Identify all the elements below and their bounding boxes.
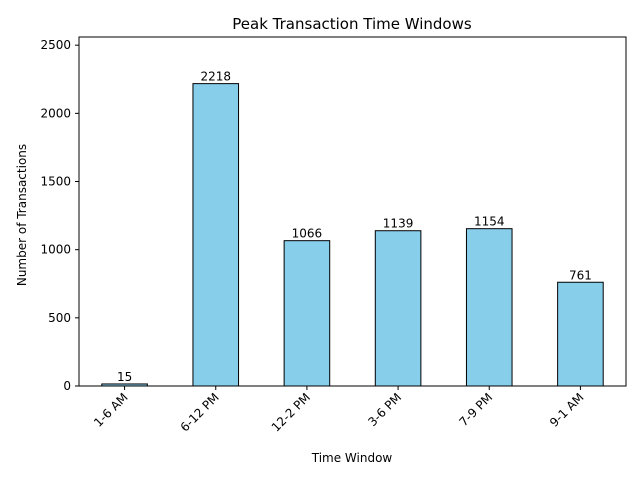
data-labels-group: 15 2218 1066 1139 1154 761 bbox=[117, 70, 592, 384]
bar-1 bbox=[192, 83, 240, 387]
data-label-3: 1139 bbox=[383, 217, 414, 231]
y-tick-label-5: 2500 bbox=[40, 38, 71, 52]
x-tick-label-1: 6-12 PM bbox=[178, 390, 222, 434]
data-label-2: 1066 bbox=[292, 227, 323, 241]
y-tick-label-4: 2000 bbox=[40, 106, 71, 120]
x-tick-label-2: 12-2 PM bbox=[269, 390, 313, 434]
y-axis: 0 500 1000 1500 2000 2500 bbox=[40, 38, 79, 393]
x-axis: 1-6 AM 6-12 PM 12-2 PM 3-6 PM 7-9 PM 9-1 AM bbox=[91, 386, 587, 435]
y-tick-label-0: 0 bbox=[63, 379, 71, 393]
y-tick-label-2: 1000 bbox=[40, 243, 71, 257]
x-tick-label-5: 9-1 AM bbox=[547, 390, 587, 430]
plot-frame bbox=[78, 36, 627, 387]
bar-4 bbox=[465, 228, 513, 387]
bar-3 bbox=[374, 230, 422, 387]
bars-group bbox=[101, 83, 604, 387]
data-label-1: 2218 bbox=[200, 70, 231, 84]
bar-5 bbox=[557, 281, 604, 387]
y-tick-label-3: 1500 bbox=[40, 175, 71, 189]
x-tick-label-3: 3-6 PM bbox=[365, 390, 404, 429]
bar-2 bbox=[283, 240, 331, 387]
y-axis-label: Number of Transactions bbox=[15, 144, 29, 286]
data-label-5: 761 bbox=[569, 268, 592, 282]
x-tick-label-0: 1-6 AM bbox=[91, 390, 131, 430]
data-label-4: 1154 bbox=[474, 215, 505, 229]
data-label-0: 15 bbox=[117, 370, 132, 384]
x-tick-label-4: 7-9 PM bbox=[456, 390, 495, 429]
x-axis-label: Time Window bbox=[311, 451, 393, 465]
y-tick-label-1: 500 bbox=[48, 311, 71, 325]
chart-title: Peak Transaction Time Windows bbox=[232, 15, 472, 33]
